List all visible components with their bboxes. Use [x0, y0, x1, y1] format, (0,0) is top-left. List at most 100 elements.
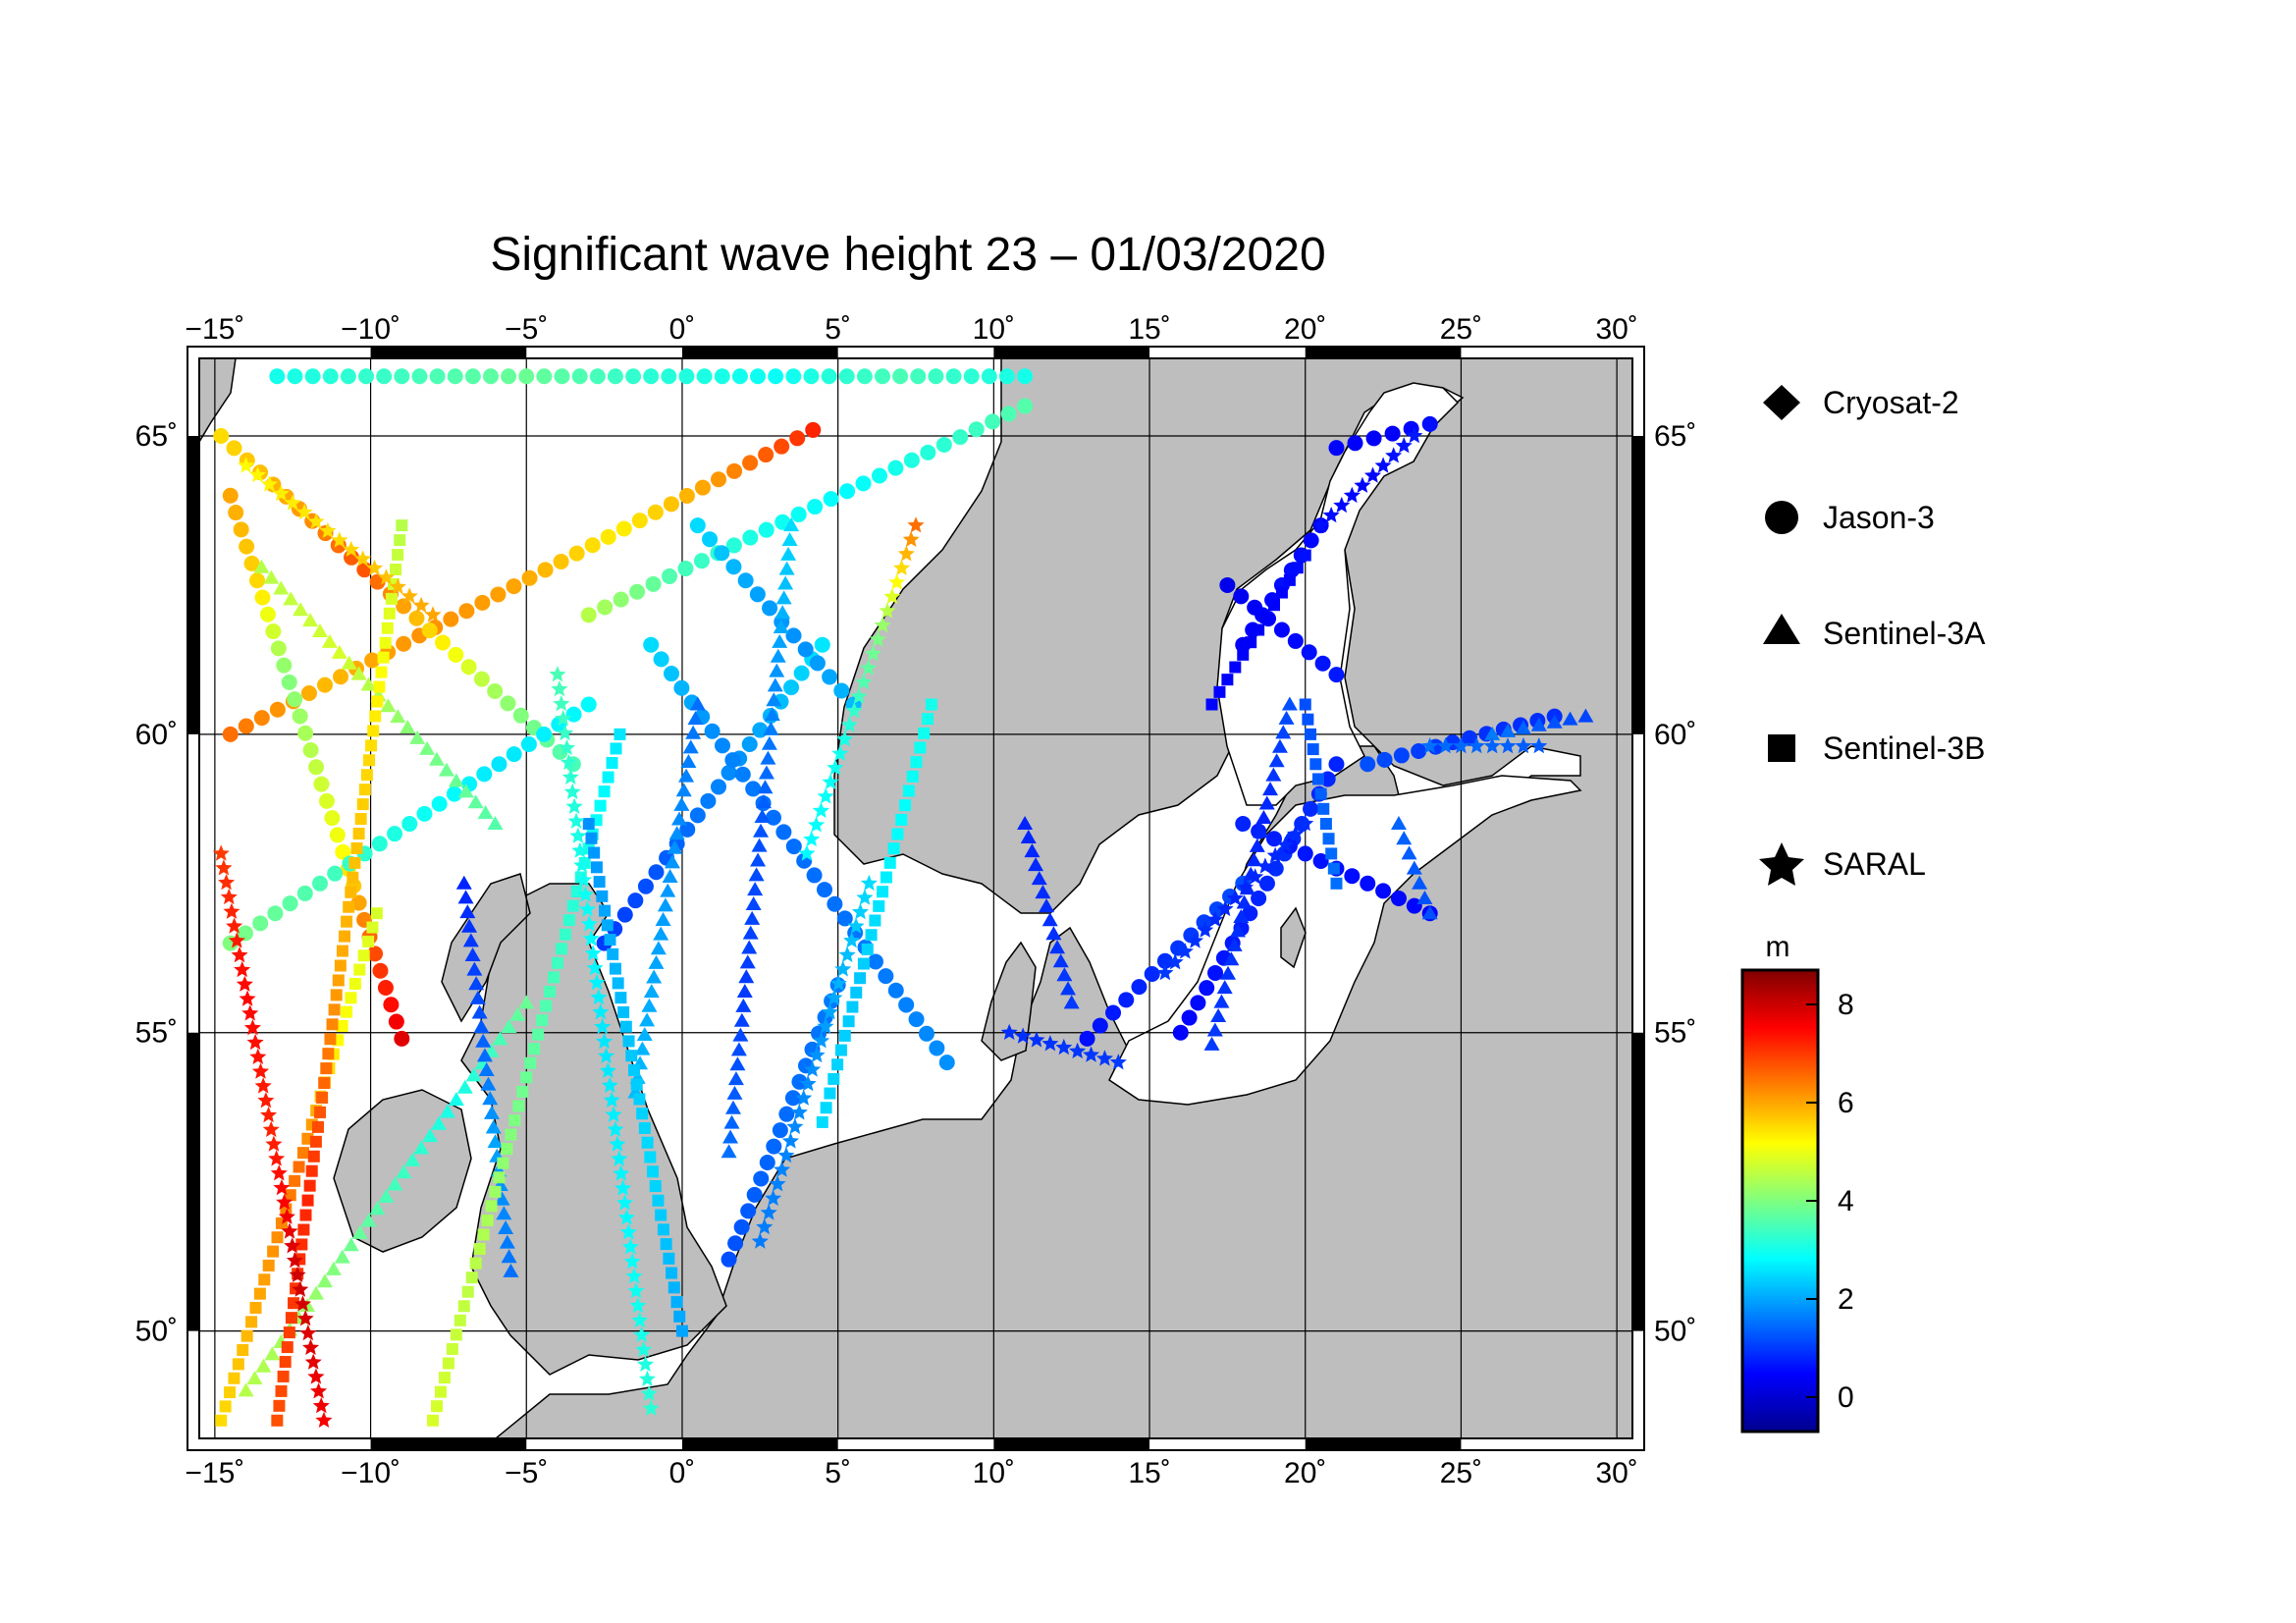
sentinel3a-point	[750, 852, 767, 867]
sentinel3a-point	[682, 739, 699, 754]
jason3-point	[745, 781, 762, 797]
sentinel3a-point	[498, 1219, 514, 1234]
sentinel3b-point	[267, 1245, 280, 1258]
sentinel3a-point	[439, 1104, 455, 1118]
saral-point	[598, 1047, 615, 1064]
sentinel3a-point	[685, 725, 702, 739]
diamond-marker-icon	[1763, 385, 1800, 420]
saral-point	[1083, 1046, 1100, 1062]
saral-point	[1363, 466, 1382, 483]
jason3-point	[304, 368, 321, 385]
jason3-point	[269, 368, 286, 385]
jason3-point	[350, 894, 367, 911]
outer-frame	[187, 346, 1645, 1451]
saral-point	[270, 1164, 288, 1181]
sentinel3a-point	[387, 1176, 403, 1191]
jason3-point	[892, 368, 909, 385]
saral-point	[223, 902, 240, 919]
saral-point	[621, 1238, 639, 1255]
jason3-point	[335, 843, 351, 860]
sentinel3b-point	[1245, 636, 1257, 649]
jason3-point	[629, 583, 646, 600]
sentinel3b-point	[385, 592, 398, 605]
jason3-point	[694, 479, 711, 496]
sentinel3b-point	[647, 1165, 660, 1178]
jason3-point	[653, 651, 669, 668]
saral-point	[1095, 1050, 1113, 1066]
jason3-point	[725, 537, 742, 554]
sentinel3b-point	[326, 1018, 339, 1031]
sentinel3b-point	[332, 974, 345, 987]
sentinel3b-point	[1311, 773, 1324, 785]
sentinel3a-point	[1530, 717, 1547, 731]
saral-point	[781, 1132, 799, 1149]
jason3-point	[935, 437, 952, 454]
jason3-point	[396, 635, 412, 652]
sentinel3a-point	[744, 910, 761, 925]
jason3-point	[613, 591, 629, 608]
sentinel3b-point	[1314, 787, 1327, 800]
jason3-point	[506, 578, 522, 595]
sentinel3b-point	[582, 818, 595, 831]
sentinel3a-point	[1063, 995, 1080, 1009]
jason3-point	[367, 946, 384, 962]
sentinel3a-point	[1562, 711, 1578, 726]
saral-point	[605, 1106, 622, 1122]
jason3-point	[1118, 992, 1135, 1008]
jason3-point	[791, 1073, 808, 1090]
jason3-point	[584, 537, 601, 554]
sentinel3b-point	[910, 756, 923, 769]
sentinel3b-point	[614, 992, 627, 1004]
colorbar-tick-label: 8	[1838, 989, 1854, 1021]
jason3-point	[313, 776, 330, 792]
saral-point	[1374, 457, 1392, 473]
sentinel3a-point	[465, 1067, 482, 1082]
jason3-point	[1092, 1017, 1108, 1034]
sentinel3b-point	[857, 957, 870, 970]
sentinel3b-point	[562, 914, 575, 927]
sentinel3b-point	[245, 1316, 258, 1328]
jason3-point	[702, 531, 719, 548]
sentinel3b-point	[284, 1189, 296, 1202]
sentinel3a-point	[780, 546, 797, 561]
sentinel3b-point	[285, 1312, 297, 1325]
jason3-point	[300, 684, 317, 701]
saral-point	[1028, 1031, 1045, 1048]
sentinel3b-point	[365, 739, 378, 752]
jason3-point	[693, 553, 710, 569]
saral-point	[799, 1075, 817, 1092]
sentinel3a-point	[464, 947, 481, 961]
saral-point	[629, 1297, 647, 1314]
saral-point	[616, 1194, 634, 1211]
saral-point	[635, 1340, 653, 1358]
jason3-point	[429, 368, 446, 385]
saral-point	[617, 1209, 635, 1225]
legend-label-sentinel3b: Sentinel-3B	[1823, 730, 1985, 766]
saral-point	[296, 1310, 314, 1326]
jason3-point	[637, 878, 654, 894]
jason3-point	[704, 723, 721, 739]
sentinel3b-point	[341, 915, 353, 928]
frame-segment	[993, 347, 1150, 358]
jason3-point	[871, 467, 887, 484]
sentinel3a-point	[643, 984, 660, 999]
frame-segment	[1305, 1438, 1462, 1450]
saral-point	[299, 1324, 317, 1341]
sentinel3a-point	[409, 730, 426, 744]
jason3-point	[874, 368, 890, 385]
jason3-point	[929, 1040, 945, 1056]
jason3-point	[1365, 430, 1382, 447]
sentinel3a-point	[485, 1119, 502, 1134]
sentinel3b-point	[610, 742, 622, 755]
jason3-point	[1267, 860, 1284, 877]
jason3-point	[963, 368, 980, 385]
sentinel3a-point	[456, 1079, 473, 1094]
jason3-point	[700, 792, 717, 809]
jason3-point	[316, 676, 333, 693]
jason3-point	[1079, 1030, 1095, 1047]
sentinel3a-point	[448, 1092, 464, 1107]
saral-point	[838, 946, 856, 962]
saral-point	[1468, 737, 1485, 754]
saral-point	[565, 797, 583, 814]
saral-point	[874, 616, 891, 633]
